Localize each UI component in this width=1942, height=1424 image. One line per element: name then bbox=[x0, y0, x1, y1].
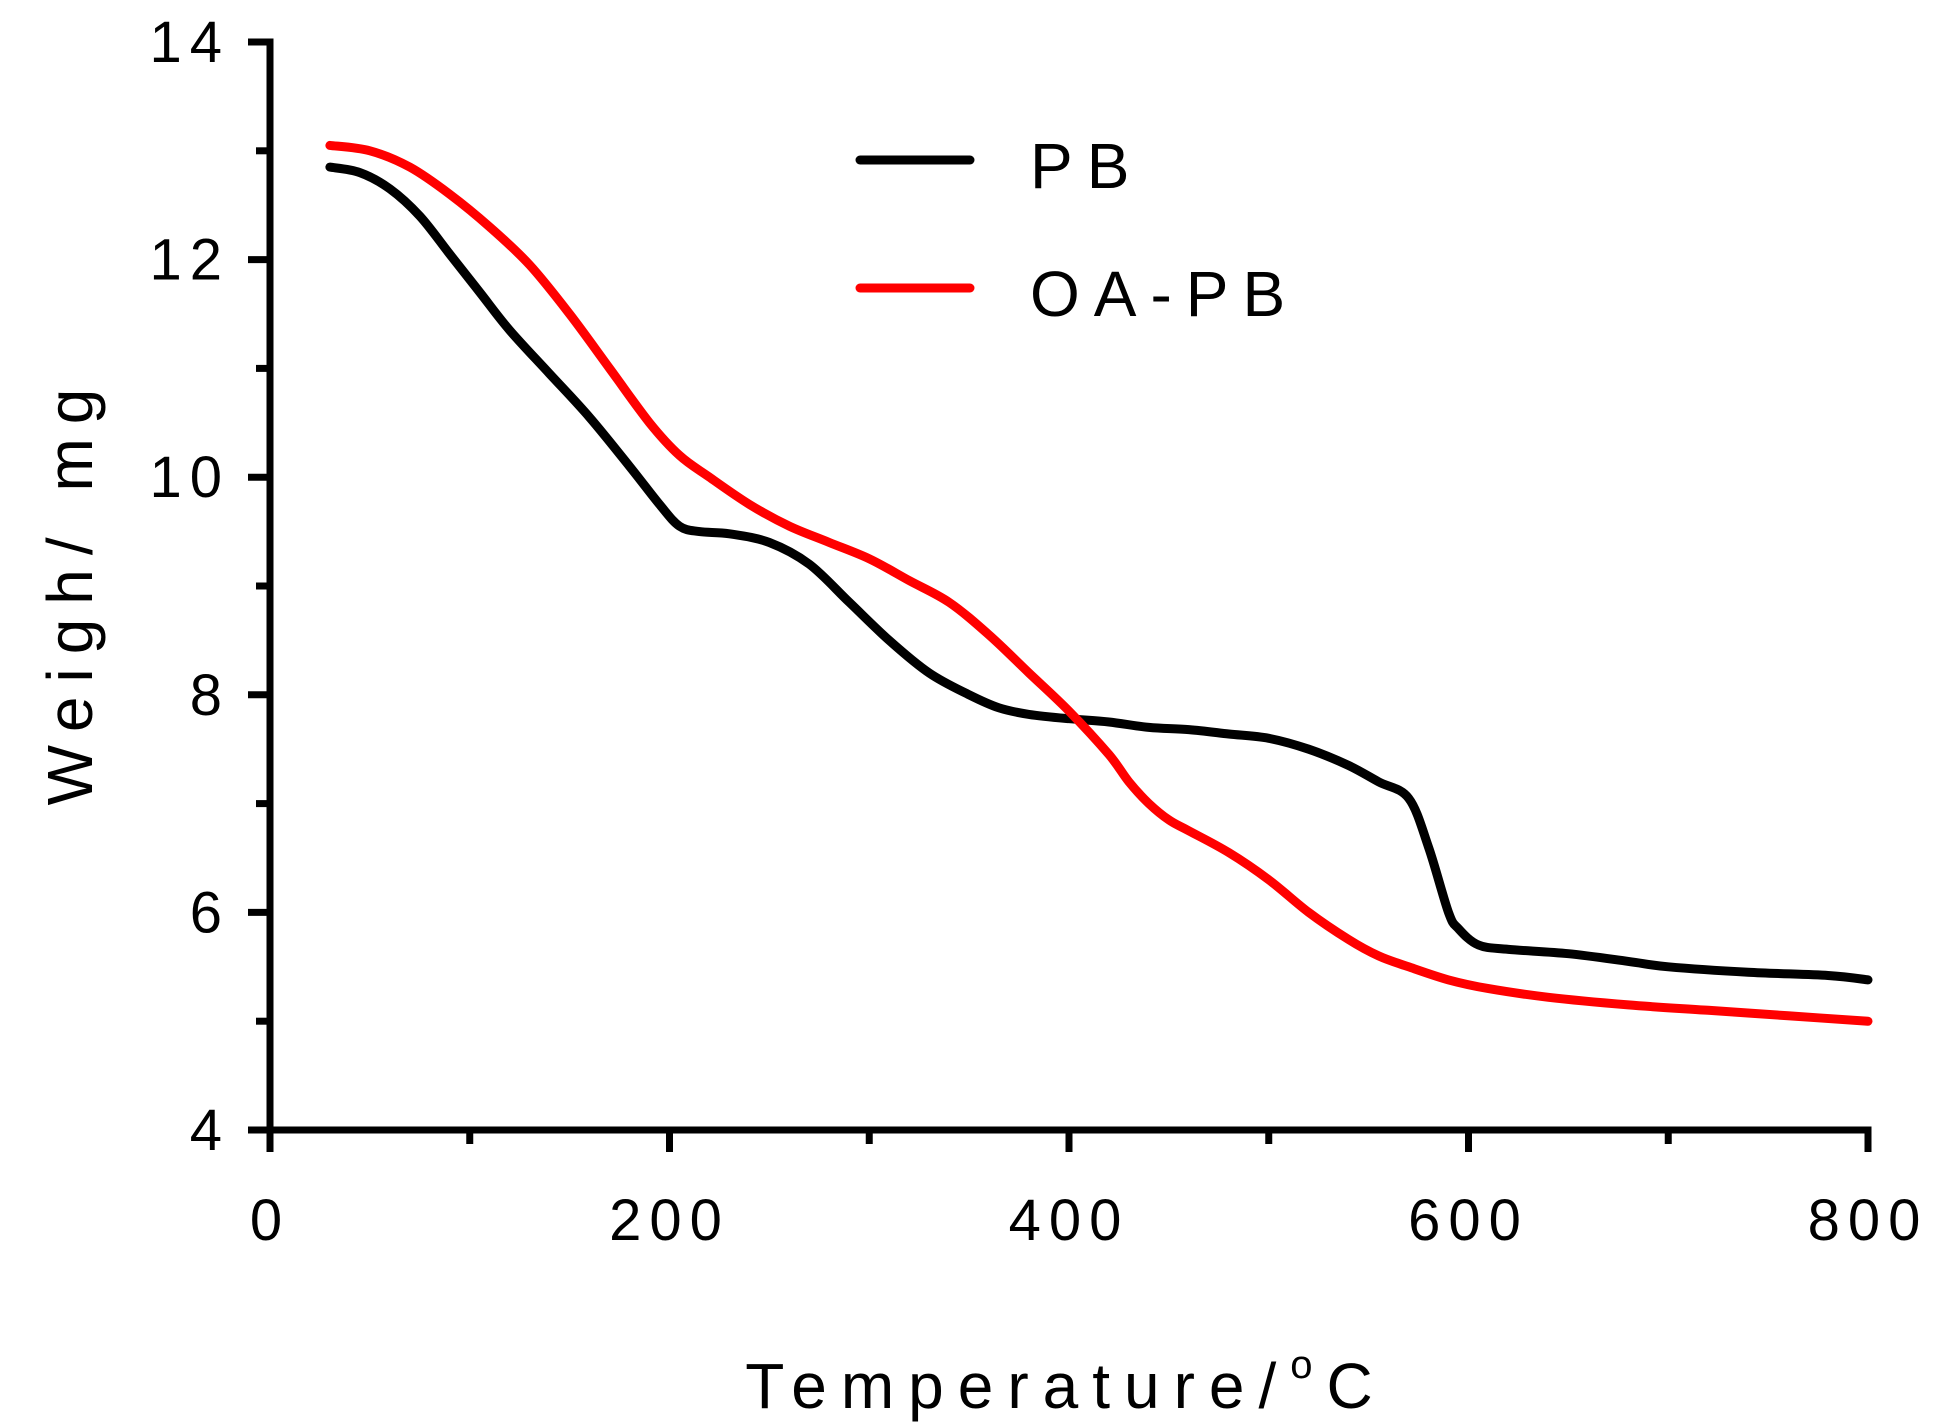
series-line-pb bbox=[325, 162, 1873, 985]
legend-label-oa-pb: OA-PB bbox=[1030, 258, 1299, 330]
x-axis-ticks: 0 200 400 600 800 bbox=[250, 1130, 1929, 1253]
x-tick-label: 0 bbox=[250, 1188, 290, 1253]
x-tick-label: 600 bbox=[1408, 1188, 1529, 1253]
y-tick-label: 10 bbox=[149, 445, 230, 510]
y-tick-label: 4 bbox=[190, 1098, 230, 1163]
y-tick-label: 14 bbox=[149, 10, 230, 75]
x-tick-label: 200 bbox=[609, 1188, 730, 1253]
x-axis-title-degree: o bbox=[1290, 1343, 1326, 1387]
y-axis-ticks: 4 6 8 10 12 14 bbox=[149, 10, 270, 1163]
legend-label-pb: PB bbox=[1030, 130, 1143, 202]
x-tick-label: 800 bbox=[1808, 1188, 1929, 1253]
x-tick-label: 400 bbox=[1009, 1188, 1130, 1253]
y-tick-label: 8 bbox=[190, 663, 230, 728]
x-axis-title-main: Temperature/ bbox=[745, 1350, 1290, 1422]
series-group bbox=[325, 140, 1873, 1026]
y-tick-label: 12 bbox=[149, 228, 230, 293]
legend: PB OA-PB bbox=[855, 130, 1299, 330]
series-line-oa-pb bbox=[325, 140, 1873, 1026]
x-axis-title: Temperature/oC bbox=[745, 1343, 1387, 1422]
y-axis-title: Weigh/ mg bbox=[34, 375, 106, 806]
y-tick-label: 6 bbox=[190, 880, 230, 945]
x-axis-title-unit: C bbox=[1327, 1350, 1387, 1422]
